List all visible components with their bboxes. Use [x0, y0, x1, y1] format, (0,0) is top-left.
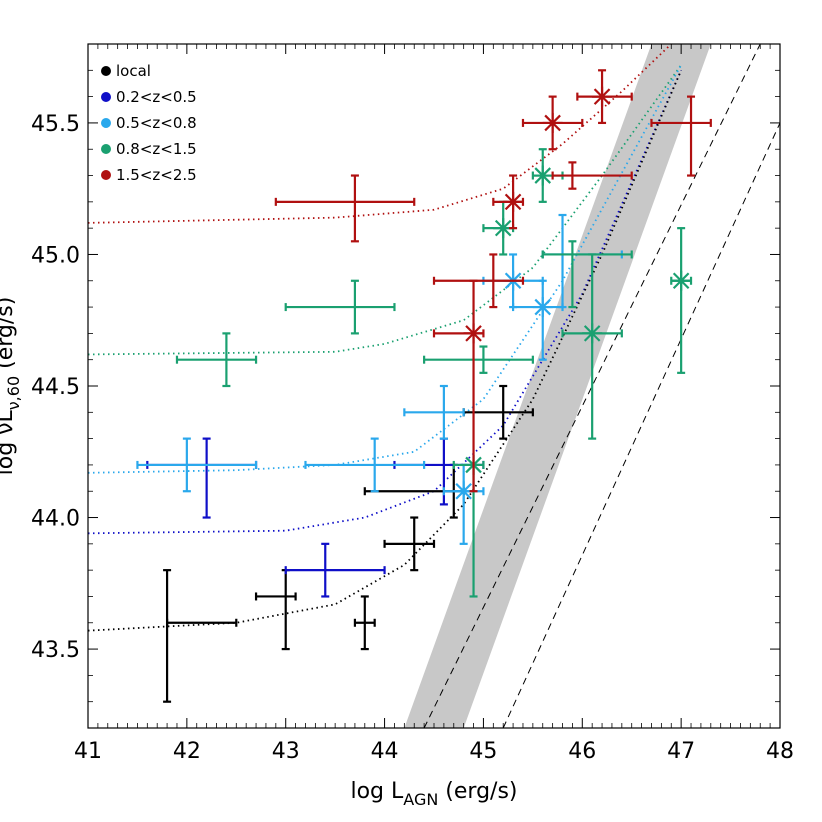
legend-item: local: [101, 62, 151, 80]
data-point-s4-p9: [670, 227, 693, 374]
data-point-s5-p3: [432, 253, 525, 309]
data-point-s1-p2: [254, 569, 297, 651]
legend-item: 0.8<z<1.5: [101, 140, 197, 158]
data-point-s5-p5: [521, 95, 584, 151]
y-tick-label: 44.0: [31, 507, 80, 532]
data-point-s5-p4: [492, 174, 525, 230]
model-curve-5: [88, 69, 682, 632]
model-curve-1: [88, 44, 672, 224]
x-tick-label: 42: [173, 739, 201, 764]
legend-label: 0.5<z<0.8: [116, 114, 197, 132]
x-axis-title-unit: (erg/s): [438, 779, 517, 804]
legend-marker: [101, 144, 111, 154]
data-point-s4-p3: [423, 345, 534, 374]
legend-label: 0.2<z<0.5: [116, 88, 197, 106]
y-tick-label: 45.5: [31, 112, 80, 137]
data-point-s3-p3: [403, 384, 465, 440]
legend-item: 0.2<z<0.5: [101, 88, 197, 106]
data-point-s5-p1: [274, 174, 416, 243]
legend-marker: [101, 170, 111, 180]
legend-marker: [101, 118, 111, 128]
data-point-s2-p1: [146, 437, 258, 519]
legend-label: 1.5<z<2.5: [116, 166, 197, 184]
data-point-s3-p2: [304, 437, 426, 493]
reference-line-2: [502, 122, 780, 728]
data-point-s2-p2: [284, 542, 386, 598]
y-axis-title-main: log νL: [0, 410, 18, 476]
data-point-s3-p6: [511, 279, 564, 361]
x-tick-label: 45: [469, 739, 497, 764]
y-tick-label: 44.5: [31, 375, 80, 400]
x-tick-label: 43: [272, 739, 300, 764]
legend-marker: [101, 92, 111, 102]
y-axis-title-sub: ν,60: [4, 376, 23, 410]
data-point-s5-p8: [650, 95, 712, 177]
x-tick-label: 41: [74, 739, 102, 764]
data-point-s3-p1: [136, 437, 258, 493]
legend-label: local: [116, 62, 151, 80]
data-point-s5-p6: [551, 161, 633, 190]
y-tick-label: 45.0: [31, 243, 80, 268]
x-tick-label: 44: [371, 739, 399, 764]
data-point-s4-p2: [284, 279, 396, 335]
legend-label: 0.8<z<1.5: [116, 140, 197, 158]
x-axis-title-sub: AGN: [403, 790, 438, 809]
data-point-s4-p5: [482, 200, 515, 256]
x-axis-title-main: log L: [350, 779, 404, 804]
data-point-s1-p4: [383, 516, 436, 572]
data-point-s1-p3: [353, 595, 376, 651]
legend: local 0.2<z<0.5 0.5<z<0.8 0.8<z<1.5 1.5<z<2.…: [101, 62, 197, 184]
data-point-s4-p1: [175, 332, 258, 388]
legend-item: 0.5<z<0.8: [101, 114, 197, 132]
x-tick-label: 48: [766, 739, 794, 764]
data-point-s1-p1: [163, 569, 238, 703]
y-tick-label: 43.5: [31, 638, 80, 663]
axes: 41 42 43 44 45 46 47 48 43.5 44.0 44.5 45.0 45.5: [31, 43, 794, 764]
y-axis-title-unit: (erg/s): [0, 297, 18, 376]
legend-marker: [101, 66, 111, 76]
plot-area: [88, 44, 780, 728]
x-tick-label: 47: [667, 739, 695, 764]
data-point-s4-p8: [561, 253, 623, 440]
x-axis-title: log LAGN (erg/s): [350, 779, 517, 809]
data-point-s4-p7: [541, 240, 633, 309]
legend-item: 1.5<z<2.5: [101, 166, 197, 184]
data-point-s1-p6: [462, 384, 534, 440]
y-axis-title: log νLν,60 (erg/s): [0, 297, 23, 476]
x-tick-label: 46: [568, 739, 596, 764]
data-point-s5-p7: [576, 69, 633, 125]
reference-band: [404, 44, 711, 728]
